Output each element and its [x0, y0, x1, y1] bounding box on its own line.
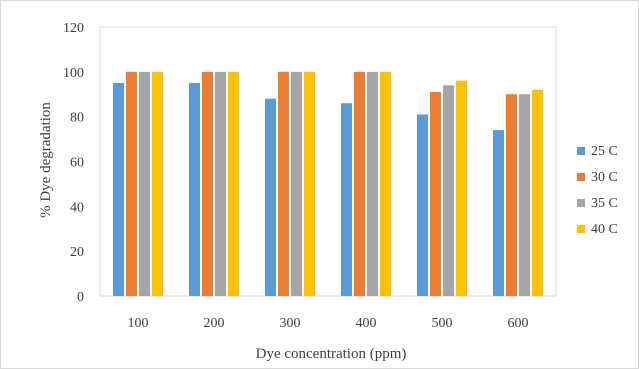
bar: [215, 71, 226, 296]
bar: [430, 92, 441, 296]
series-25-c: [113, 83, 504, 296]
x-tick-label: 600: [508, 316, 529, 331]
plot-border: [99, 26, 557, 297]
x-axis-title: Dye concentration (ppm): [256, 346, 407, 362]
legend-swatch: [577, 199, 585, 207]
bar: [304, 71, 315, 296]
x-tick-label: 500: [432, 316, 453, 331]
bar: [367, 71, 378, 296]
legend-label: 35 C: [591, 196, 618, 211]
bar: [278, 71, 289, 296]
bar: [456, 80, 467, 296]
bar: [417, 114, 428, 296]
bar: [291, 71, 302, 296]
legend-swatch: [577, 147, 585, 155]
bar: [152, 71, 163, 296]
legend-swatch: [577, 225, 585, 233]
x-tick-label: 200: [204, 316, 225, 331]
bar: [532, 89, 543, 297]
x-axis-ticks: 100 200 300 400 500 600: [128, 316, 529, 331]
legend-swatch: [577, 173, 585, 181]
y-axis-ticks: 0 20 40 60 80 100 120: [63, 21, 84, 305]
y-tick-label: 80: [70, 111, 84, 126]
plot-area: [99, 26, 557, 297]
y-tick-label: 0: [77, 290, 84, 305]
bar: [493, 130, 504, 296]
bar: [354, 71, 365, 296]
bar: [113, 83, 124, 296]
bar: [202, 71, 213, 296]
series-35-c: [139, 71, 530, 296]
bar: [506, 94, 517, 296]
x-tick-label: 400: [356, 316, 377, 331]
y-tick-label: 20: [70, 245, 84, 260]
bar: [139, 71, 150, 296]
x-tick-label: 300: [280, 316, 301, 331]
y-tick-label: 40: [70, 200, 84, 215]
bar: [380, 71, 391, 296]
legend: 25 C 30 C 35 C 40 C: [577, 144, 618, 237]
y-axis-title: % Dye degradation: [38, 102, 54, 218]
bar: [126, 71, 137, 296]
bar: [341, 103, 352, 296]
y-tick-label: 60: [70, 156, 84, 171]
x-tick-label: 100: [128, 316, 149, 331]
bar: [443, 85, 454, 296]
series-40-c: [152, 71, 543, 297]
bar: [519, 94, 530, 296]
legend-label: 40 C: [591, 222, 618, 237]
bar: [228, 71, 239, 296]
y-tick-label: 100: [63, 66, 84, 81]
y-tick-label: 120: [63, 21, 84, 36]
bar: [189, 83, 200, 296]
legend-label: 25 C: [591, 144, 618, 159]
legend-label: 30 C: [591, 170, 618, 185]
bar: [265, 98, 276, 296]
series-30-c: [126, 71, 517, 296]
